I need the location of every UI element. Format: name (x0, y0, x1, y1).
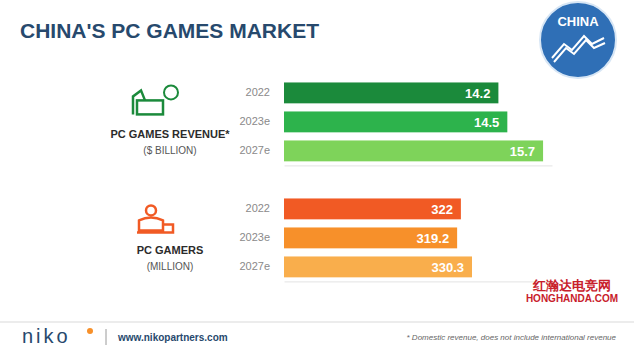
tick-label: 2022 (246, 202, 270, 214)
tick-label: 2027e (239, 144, 270, 156)
y-axis: 2022 2023e 2027e (239, 86, 284, 156)
data-label: 14.5 (474, 115, 499, 130)
tick: 2027e (239, 260, 284, 272)
badge-wall (552, 36, 605, 62)
tick: 2023e (239, 231, 284, 243)
icon-shape (164, 85, 178, 99)
title: CHINA'S PC GAMES MARKET (20, 19, 319, 42)
brand: niko (22, 325, 71, 347)
data-label: 319.2 (417, 231, 450, 246)
data-label: 14.2 (465, 86, 490, 101)
icon-shape (137, 217, 173, 232)
tick: 2022 (246, 86, 284, 98)
chart-title: PC GAMERS (137, 244, 204, 256)
url: www.nikopartners.com (117, 332, 228, 343)
watermark: HONGHANDA.COM (526, 293, 618, 304)
data-label: 330.3 (431, 260, 464, 275)
icon-shape (133, 90, 145, 114)
footer-rule (0, 322, 634, 323)
tick: 2022 (246, 202, 284, 214)
data-labels: 14.2 14.5 15.7 (465, 86, 535, 159)
footnote: * Domestic revenue, does not include int… (407, 333, 617, 342)
tick-label: 2023e (239, 115, 270, 127)
data-label: 322 (431, 202, 453, 217)
watermark: 红瀚达电竞网 (532, 278, 611, 293)
badge-text: CHINA (557, 14, 599, 29)
tick: 2027e (239, 144, 284, 156)
y-axis: 2022 2023e 2027e (239, 202, 284, 272)
chart: PC GAMERS (MILLION) 322 319.2 330.3 2022 2023e… (137, 198, 553, 281)
tick: 2023e (239, 115, 284, 127)
bar (284, 140, 543, 161)
chart-subtitle: ($ BILLION) (143, 145, 196, 156)
bar (284, 198, 461, 219)
x-axis (285, 281, 553, 282)
tick-label: 2027e (239, 260, 270, 272)
bars (284, 82, 543, 161)
icon (133, 85, 178, 114)
badge: CHINA (540, 2, 616, 78)
brand-dot (87, 328, 93, 334)
icon-shape (146, 205, 156, 215)
tick-label: 2022 (246, 86, 270, 98)
chart: PC GAMES REVENUE* ($ BILLION) 14.2 14.5 15.7… (110, 82, 552, 165)
footer-separator (106, 329, 107, 345)
icon-shape (137, 100, 163, 114)
tick-label: 2023e (239, 231, 270, 243)
axis-line (285, 281, 553, 282)
bar (284, 82, 498, 103)
chart-subtitle: (MILLION) (147, 261, 194, 272)
data-labels: 322 319.2 330.3 (417, 202, 464, 275)
axis-line (285, 165, 553, 166)
icon (137, 205, 173, 232)
data-label: 15.7 (510, 144, 535, 159)
bars (284, 198, 472, 277)
bar (284, 256, 472, 277)
chart-title: PC GAMES REVENUE* (110, 128, 230, 140)
x-axis (285, 165, 553, 166)
badge-circle (540, 2, 616, 78)
bar (284, 111, 507, 132)
bar (284, 227, 457, 248)
canvas: CHINA'S PC GAMES MARKET CHINA PC GAMES REV… (0, 0, 634, 356)
